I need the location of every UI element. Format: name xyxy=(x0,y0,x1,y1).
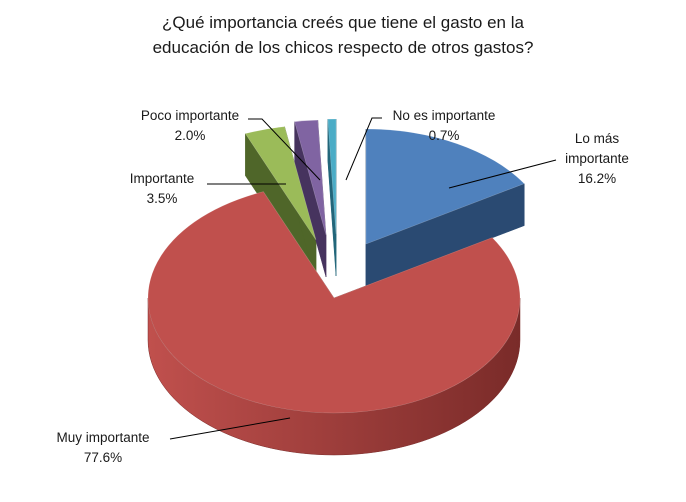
data-label-lo-mas-importante-name: Lo más xyxy=(575,131,620,146)
data-label-importante: Importante 3.5% xyxy=(130,171,195,206)
data-label-muy-importante: Muy importante 77.6% xyxy=(56,430,149,465)
leader-line-muy-importante xyxy=(169,417,291,440)
leader-line-lo-mas-importante xyxy=(448,159,557,189)
chart-title: ¿Qué importancia creés que tiene el gast… xyxy=(0,10,686,60)
slice-no-es-importante xyxy=(327,118,337,235)
data-label-poco-importante-value: 2.0% xyxy=(175,128,206,143)
pie-slice-tops xyxy=(147,118,525,414)
data-label-no-es-importante: No es importante 0.7% xyxy=(393,108,496,143)
data-label-importante-value: 3.5% xyxy=(147,191,178,206)
chart-title-line-1: ¿Qué importancia creés que tiene el gast… xyxy=(162,13,524,32)
data-label-poco-importante-name: Poco importante xyxy=(141,108,239,123)
slice-lo-mas-importante xyxy=(365,128,525,245)
chart-title-line-2: educación de los chicos respecto de otro… xyxy=(152,38,534,57)
data-label-no-es-importante-value: 0.7% xyxy=(429,128,460,143)
slice-importante xyxy=(244,126,317,241)
data-label-muy-importante-name: Muy importante xyxy=(56,430,149,445)
data-label-importante-name: Importante xyxy=(130,171,195,186)
data-label-muy-importante-value: 77.6% xyxy=(84,450,122,465)
leader-line-no-es-importante xyxy=(345,117,382,181)
slice-muy-importante xyxy=(147,191,521,414)
slice-poco-importante xyxy=(294,119,327,236)
data-label-lo-mas-importante: Lo más importante 16.2% xyxy=(565,131,629,186)
slice-labels: Lo más importante 16.2% Muy importante 77.6%… xyxy=(56,108,628,465)
data-label-lo-mas-importante-name: importante xyxy=(565,151,629,166)
data-label-no-es-importante-name: No es importante xyxy=(393,108,496,123)
data-label-poco-importante: Poco importante 2.0% xyxy=(141,108,239,143)
data-label-lo-mas-importante-value: 16.2% xyxy=(578,171,616,186)
slice-lo-mas-importante-radial-face-1 xyxy=(365,183,525,287)
leader-line-poco-importante xyxy=(248,118,321,181)
